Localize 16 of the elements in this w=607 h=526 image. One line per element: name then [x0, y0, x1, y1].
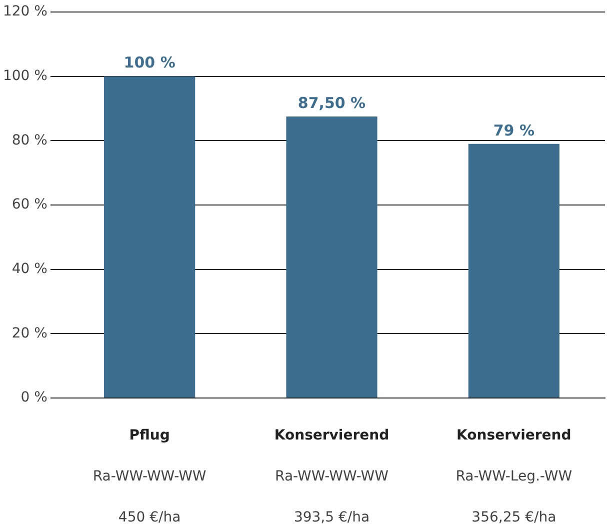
data-label: 79 % [493, 121, 534, 140]
y-tick-label: 60 % [12, 196, 48, 213]
y-tick-label: 40 % [12, 260, 48, 277]
bar [104, 76, 196, 398]
data-label: 87,50 % [298, 94, 366, 112]
data-label: 100 % [124, 54, 176, 72]
y-tick-label: 100 % [2, 68, 48, 84]
category-label: Konservierend Ra-WW-Leg.-WW 356,25 €/ha [456, 428, 572, 526]
bar [286, 116, 378, 398]
y-tick-label: 80 % [12, 132, 48, 148]
y-tick-label: 20 % [12, 325, 48, 342]
bar [468, 144, 560, 398]
category-label: Konservierend Ra-WW-WW-WW 393,5 €/ha [274, 428, 390, 526]
category-label: Pflug Ra-WW-WW-WW 450 €/ha [92, 428, 206, 526]
y-tick-label: 120 % [2, 4, 48, 20]
y-tick-label: 0 % [20, 390, 48, 406]
